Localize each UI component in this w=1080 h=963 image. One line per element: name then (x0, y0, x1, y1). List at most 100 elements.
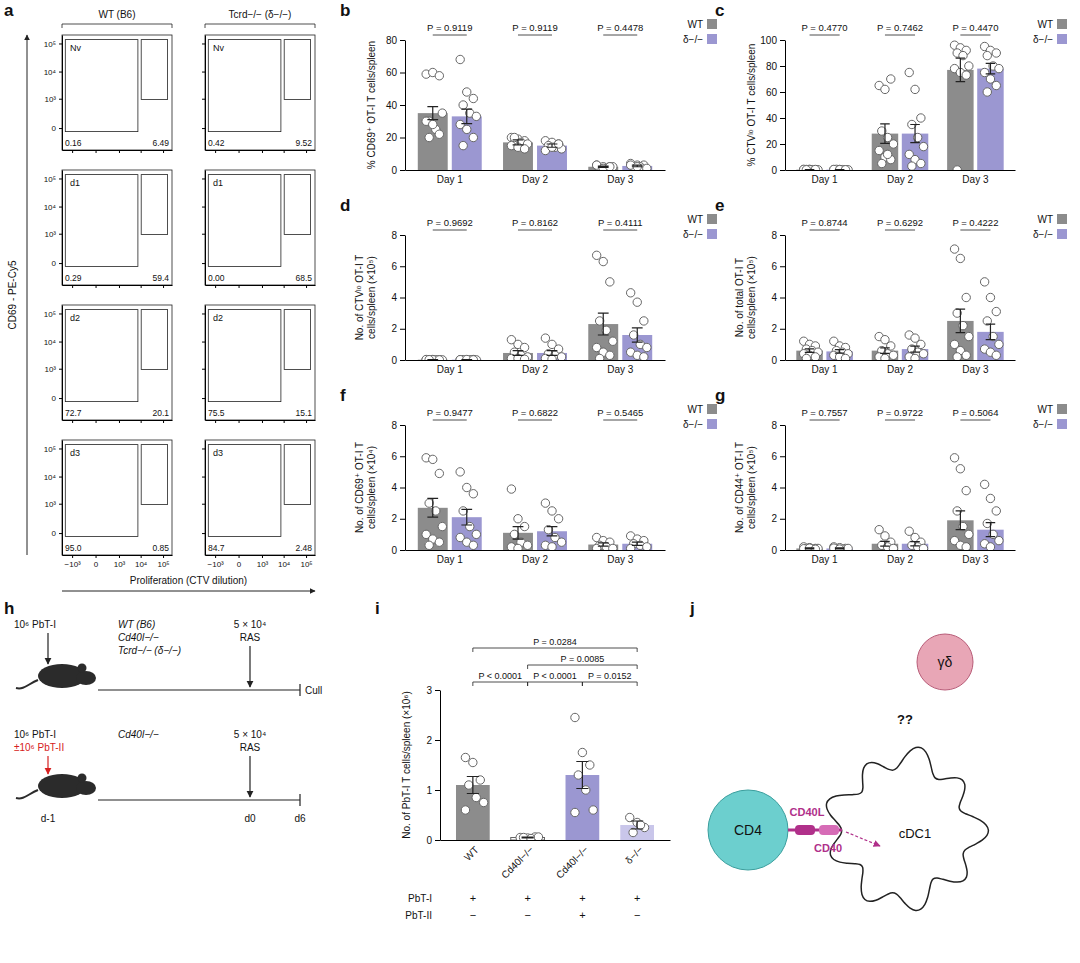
data-point (595, 354, 603, 360)
tick-mark (780, 170, 785, 171)
data-point (425, 499, 433, 507)
legend-swatch (707, 34, 717, 44)
panel-letter: a (4, 1, 14, 20)
x-tick: 10⁴ (278, 555, 291, 569)
tick-label: 10³ (257, 560, 269, 569)
axis-line (786, 550, 1016, 551)
x-tick (119, 420, 120, 423)
tick-mark (96, 555, 97, 558)
data-point (965, 62, 973, 70)
x-axis: Day 1Day 2Day 3 (406, 551, 666, 566)
table-row-label: PbT-II (405, 910, 432, 921)
x-tick (262, 285, 263, 288)
bar (503, 142, 533, 170)
error-bar (986, 63, 996, 73)
p-value: P = 0.7462 (877, 22, 923, 33)
p-value: P = 0.0152 (588, 671, 632, 681)
tick-label: 60 (766, 87, 778, 98)
x-tick: −10³ (65, 555, 82, 569)
gate-percent: 75.5 (208, 408, 225, 418)
tick-label: δ−/− (623, 844, 645, 866)
tick-mark (202, 263, 205, 264)
p-value: P = 0.9722 (877, 407, 923, 418)
x-tick: Day 3 (607, 174, 634, 185)
bar (418, 113, 448, 170)
tick-mark (306, 420, 307, 423)
y-axis: 02468 (771, 230, 785, 366)
tick-label: 10⁴ (44, 338, 57, 347)
tick-label: Day 2 (522, 364, 549, 375)
tick-mark (780, 425, 785, 426)
tick-mark (780, 92, 785, 93)
data-point (844, 544, 852, 550)
tick-mark (239, 150, 240, 153)
x-tick (306, 150, 307, 153)
y-tick (202, 207, 205, 208)
tick-label: 0 (771, 355, 777, 366)
y-tick (202, 263, 205, 264)
data-point (514, 515, 522, 523)
legend-swatch (1057, 419, 1067, 429)
x-axis: −10³010³10⁴10⁵ (63, 555, 173, 569)
tick-mark (59, 43, 62, 44)
x-tick (306, 285, 307, 288)
y-tick: 80 (386, 35, 405, 46)
gd-cell (917, 634, 973, 690)
error-bar (467, 777, 479, 794)
panel-letter: c (715, 1, 724, 20)
data-point (962, 351, 970, 359)
x-tick: Day 2 (887, 364, 914, 375)
tick-label: 0 (94, 560, 99, 569)
tick-mark (202, 313, 205, 314)
legend-swatch (1057, 214, 1067, 224)
tick-label: 0 (391, 165, 397, 176)
p-line (810, 420, 840, 421)
x-tick (72, 420, 73, 423)
data-point (459, 101, 467, 109)
tick-label: 0 (52, 124, 57, 133)
data-point (911, 85, 919, 93)
comparison-bracket (528, 682, 583, 686)
axis-line (205, 306, 206, 421)
legend-label: WT (1037, 404, 1053, 415)
y-tick: 6 (391, 451, 405, 462)
y-tick: 10⁵ (44, 445, 62, 454)
x-tick: WT (462, 844, 481, 863)
tick-mark (780, 66, 785, 67)
x-tick (141, 150, 142, 153)
y-tick: 20 (386, 132, 405, 143)
tick-label: 0 (771, 165, 777, 176)
x-tick: Day 3 (962, 364, 989, 375)
data-point (983, 51, 991, 59)
cell-transfer: 10⁶ PbT-I (14, 619, 56, 630)
x-axis: WTCd40l−/−Cd40l−/−δ−/− (441, 841, 671, 881)
tick-mark (400, 235, 405, 236)
y-tick: 0 (391, 165, 405, 176)
data-point (523, 541, 531, 549)
gate (141, 310, 167, 370)
error-bar (910, 542, 920, 546)
data-point (609, 337, 617, 345)
y-tick (202, 448, 205, 449)
p-value: P = 0.4470 (952, 22, 998, 33)
data-point (595, 317, 603, 325)
tick-label: Day 3 (607, 174, 634, 185)
legend-label: δ−/− (1033, 419, 1053, 430)
table-cell: − (470, 909, 476, 921)
error-bar (461, 109, 472, 124)
error-bar (632, 542, 643, 545)
x-tick: Day 3 (607, 554, 634, 565)
x-tick (119, 150, 120, 153)
error-bar (513, 140, 524, 145)
tick-mark (202, 234, 205, 235)
tick-label: 10³ (44, 95, 56, 104)
y-tick: 40 (766, 113, 785, 124)
data-point (472, 112, 480, 120)
data-point (986, 543, 994, 550)
tick-mark (59, 72, 62, 73)
x-tick: Cd40l−/− (554, 844, 591, 881)
tick-mark (215, 285, 216, 288)
x-tick: 0 (237, 555, 242, 569)
tick-label: Day 1 (437, 174, 464, 185)
x-axis: Day 1Day 2Day 3 (786, 361, 1016, 376)
